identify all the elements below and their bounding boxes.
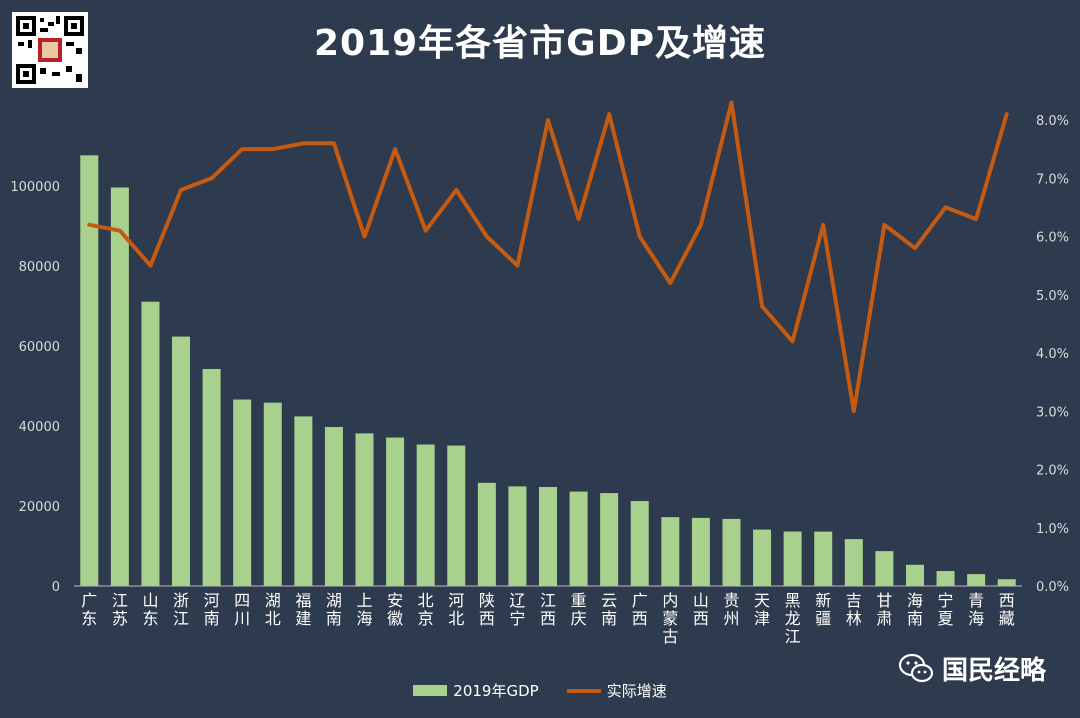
x-tick-label: 湖北 xyxy=(265,591,281,628)
y-right-tick-label: 5.0% xyxy=(1036,289,1069,304)
bar-gdp xyxy=(172,336,191,586)
bar-gdp xyxy=(386,437,405,586)
legend-swatch-growth xyxy=(566,688,601,693)
x-tick-label: 贵州 xyxy=(723,591,739,628)
line-growth xyxy=(87,100,1009,414)
bar-gdp xyxy=(263,402,282,586)
wechat-icon xyxy=(898,653,934,682)
bar-gdp xyxy=(539,486,557,586)
bar-gdp xyxy=(569,491,588,586)
bar-gdp xyxy=(110,187,129,587)
legend-label-gdp: 2019年GDP xyxy=(453,682,539,700)
bar-gdp xyxy=(905,564,924,586)
bar-gdp xyxy=(141,301,160,586)
x-tick-label: 宁夏 xyxy=(938,591,954,628)
bar-gdp xyxy=(997,579,1016,586)
x-tick-label: 海南 xyxy=(907,591,923,628)
legend-item-gdp: 2019年GDP xyxy=(413,680,539,701)
bar-gdp xyxy=(80,155,99,587)
x-tick-label: 江苏 xyxy=(112,591,128,628)
y-right-tick-label: 7.0% xyxy=(1036,172,1069,187)
x-tick-label: 甘肃 xyxy=(876,591,892,628)
y-left-tick-label: 60000 xyxy=(19,340,60,355)
bar-gdp xyxy=(202,368,221,586)
x-tick-label: 黑龙江 xyxy=(785,591,801,646)
qr-code-icon xyxy=(12,12,88,88)
x-tick-label: 北京 xyxy=(418,591,434,628)
bar-gdp xyxy=(324,426,343,586)
bar-gdp xyxy=(600,493,619,586)
watermark-text: 国民经略 xyxy=(942,656,1047,686)
bar-gdp xyxy=(447,445,466,586)
x-tick-label: 安徽 xyxy=(387,591,403,628)
bar-gdp xyxy=(753,529,772,586)
y-right-tick-label: 8.0% xyxy=(1036,114,1069,129)
y-right-tick-label: 0.0% xyxy=(1036,580,1069,595)
x-tick-label: 上海 xyxy=(357,591,373,628)
x-tick-label: 河南 xyxy=(204,591,220,628)
y-right-tick-label: 1.0% xyxy=(1036,522,1069,537)
legend: 2019年GDP 实际增速 xyxy=(0,680,1080,701)
legend-swatch-gdp xyxy=(413,685,448,696)
x-tick-label: 山西 xyxy=(693,591,709,628)
x-tick-label: 山东 xyxy=(142,591,158,628)
bar-gdp xyxy=(783,531,802,586)
legend-item-growth: 实际增速 xyxy=(566,680,667,701)
bar-gdp xyxy=(844,539,863,586)
x-tick-label: 内蒙古 xyxy=(662,591,678,646)
y-left-tick-label: 0 xyxy=(52,580,60,595)
bar-gdp xyxy=(477,482,496,586)
y-left-tick-label: 80000 xyxy=(19,260,60,275)
y-left-tick-label: 40000 xyxy=(19,420,60,435)
bar-gdp xyxy=(875,551,894,586)
x-tick-label: 广东 xyxy=(81,591,97,628)
x-tick-label: 云南 xyxy=(601,591,617,628)
x-tick-label: 青海 xyxy=(968,591,984,628)
x-tick-label: 吉林 xyxy=(846,591,862,628)
x-tick-label: 陕西 xyxy=(479,591,495,628)
chart-title: 2019年各省市GDP及增速 xyxy=(313,23,766,64)
bar-gdp xyxy=(630,501,649,586)
bar-gdp xyxy=(722,518,741,586)
y-left-tick-label: 100000 xyxy=(10,180,60,195)
y-right-tick-label: 3.0% xyxy=(1036,405,1069,420)
x-tick-label: 辽宁 xyxy=(509,591,525,628)
bar-gdp xyxy=(355,433,374,586)
y-left-tick-label: 20000 xyxy=(19,500,60,515)
watermark: 国民经略 xyxy=(898,650,1046,687)
x-tick-label: 新疆 xyxy=(815,591,831,628)
x-tick-label: 江西 xyxy=(540,591,556,628)
x-tick-label: 西藏 xyxy=(999,591,1015,628)
bar-gdp xyxy=(691,517,710,586)
bar-gdp xyxy=(233,399,252,586)
y-right-tick-label: 2.0% xyxy=(1036,464,1069,479)
x-tick-label: 天津 xyxy=(754,591,770,628)
legend-label-growth: 实际增速 xyxy=(606,682,667,700)
x-tick-label: 湖南 xyxy=(326,591,342,628)
x-tick-label: 重庆 xyxy=(571,591,587,628)
x-tick-label: 浙江 xyxy=(173,591,189,628)
x-tick-label: 福建 xyxy=(295,591,311,628)
y-right-tick-label: 4.0% xyxy=(1036,347,1069,362)
y-right-tick-label: 6.0% xyxy=(1036,231,1069,246)
bar-gdp xyxy=(416,444,435,586)
bar-gdp xyxy=(508,486,527,586)
bar-gdp xyxy=(967,574,986,586)
x-tick-label: 四川 xyxy=(234,591,250,628)
x-tick-label: 广西 xyxy=(632,591,648,628)
bar-gdp xyxy=(936,571,955,586)
x-tick-label: 河北 xyxy=(448,591,464,628)
bar-gdp xyxy=(661,517,680,586)
bar-gdp xyxy=(814,531,833,586)
bar-gdp xyxy=(294,416,313,586)
